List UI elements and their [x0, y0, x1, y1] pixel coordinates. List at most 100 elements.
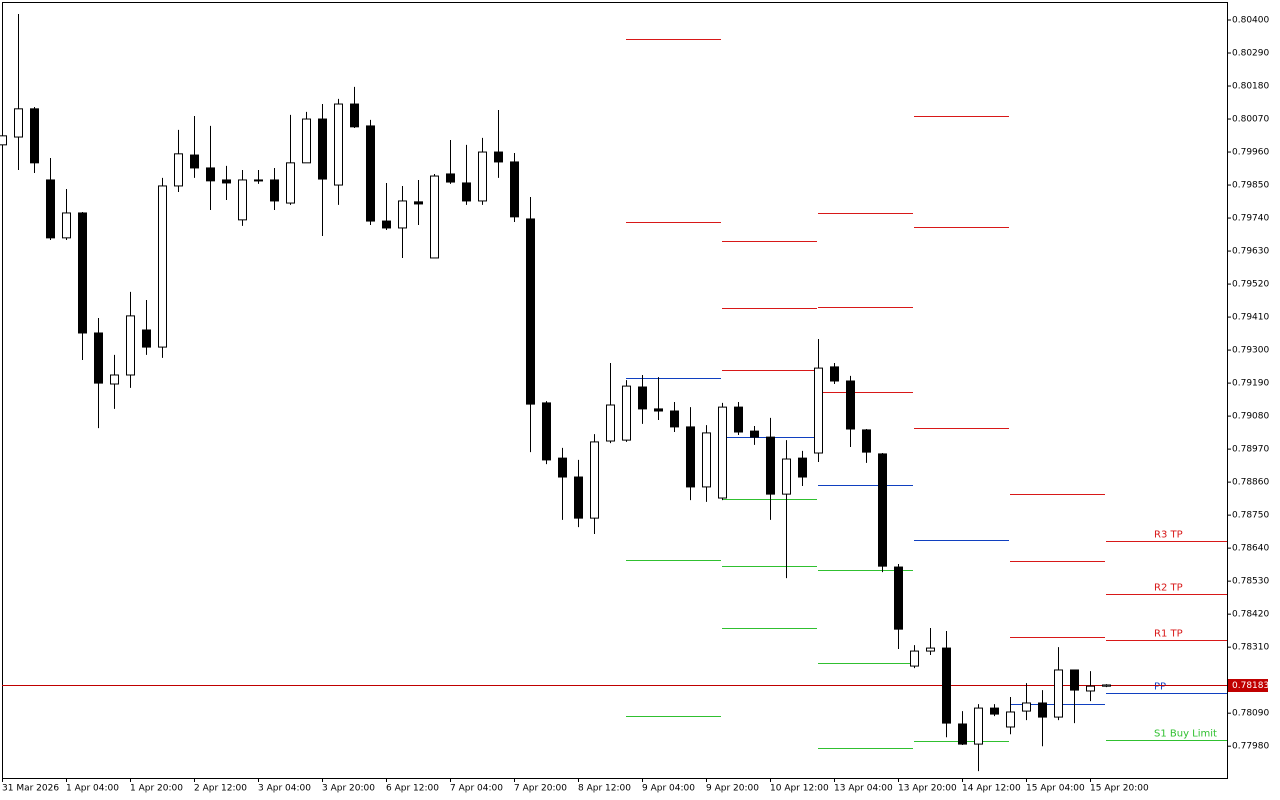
- candle-body: [222, 179, 231, 184]
- candle-body: [574, 476, 583, 519]
- candle-body: [990, 707, 999, 715]
- candle-body: [622, 385, 631, 441]
- candle-body: [1054, 669, 1063, 718]
- x-tick-label: 8 Apr 12:00: [578, 784, 631, 794]
- candle-body: [478, 151, 487, 202]
- candle-body: [718, 406, 727, 499]
- y-tick-label: 0.79740: [1232, 214, 1269, 224]
- candle-body: [590, 441, 599, 519]
- x-tick-label: 7 Apr 04:00: [450, 784, 503, 794]
- candle-body: [766, 436, 775, 495]
- pivot-label: R2 TP: [1154, 583, 1183, 594]
- y-tick-label: 0.78090: [1232, 709, 1269, 719]
- y-tick-label: 0.79080: [1232, 412, 1269, 422]
- candle-body: [398, 200, 407, 229]
- y-tick-label: 0.79300: [1232, 346, 1269, 356]
- x-tick-label: 15 Apr 20:00: [1090, 784, 1149, 794]
- candle-body: [366, 125, 375, 222]
- candle-body: [638, 386, 647, 410]
- x-tick-label: 3 Apr 20:00: [322, 784, 375, 794]
- candle-body: [270, 179, 279, 202]
- candle-body: [1038, 702, 1047, 718]
- candle-body: [0, 135, 7, 146]
- candle-body: [302, 118, 311, 164]
- y-tick-label: 0.78750: [1232, 511, 1269, 521]
- candle-body: [878, 453, 887, 567]
- candle-body: [158, 185, 167, 348]
- candle-body: [1022, 702, 1031, 712]
- y-tick-label: 0.79410: [1232, 313, 1269, 323]
- y-tick-label: 0.79960: [1232, 148, 1269, 158]
- candle-body: [526, 218, 535, 405]
- y-tick-label: 0.80400: [1232, 16, 1269, 26]
- current-price-box: [1228, 679, 1268, 692]
- candle-body: [14, 108, 23, 138]
- candle-body: [206, 167, 215, 182]
- candle-body: [318, 118, 327, 180]
- x-tick-label: 9 Apr 04:00: [642, 784, 695, 794]
- candle-body: [382, 220, 391, 229]
- x-tick-label: 7 Apr 20:00: [514, 784, 567, 794]
- candle-body: [286, 162, 295, 204]
- candle-body: [1070, 669, 1079, 691]
- x-tick-label: 10 Apr 12:00: [770, 784, 829, 794]
- candle-body: [334, 103, 343, 186]
- candle-body: [830, 366, 839, 382]
- y-tick-label: 0.78310: [1232, 643, 1269, 653]
- candle-body: [606, 404, 615, 442]
- x-tick-label: 13 Apr 20:00: [898, 784, 957, 794]
- candle-body: [958, 723, 967, 745]
- candle-body: [174, 153, 183, 187]
- candle-body: [126, 315, 135, 376]
- candle-body: [974, 707, 983, 745]
- y-tick-label: 0.77980: [1232, 742, 1269, 752]
- candle-body: [510, 161, 519, 218]
- candle-body: [78, 212, 87, 334]
- candle-body: [894, 566, 903, 630]
- y-tick-label: 0.79190: [1232, 379, 1269, 389]
- candle-body: [926, 647, 935, 652]
- candle-body: [46, 179, 55, 239]
- candle-body: [350, 103, 359, 128]
- y-tick-label: 0.78420: [1232, 610, 1269, 620]
- candle-body: [542, 402, 551, 461]
- candle-body: [30, 108, 39, 164]
- x-tick-label: 9 Apr 20:00: [706, 784, 759, 794]
- y-tick-label: 0.78970: [1232, 445, 1269, 455]
- y-tick-label: 0.80180: [1232, 82, 1269, 92]
- y-tick-label: 0.79850: [1232, 181, 1269, 191]
- candle-body: [910, 650, 919, 667]
- x-tick-label: 15 Apr 04:00: [1026, 784, 1085, 794]
- pivot-label: R3 TP: [1154, 530, 1183, 541]
- candle-body: [446, 173, 455, 183]
- candle-body: [654, 408, 663, 412]
- candle-body: [462, 182, 471, 202]
- candle-body: [750, 430, 759, 438]
- candle-body: [254, 179, 263, 182]
- candle-body: [942, 647, 951, 724]
- candle-body: [862, 429, 871, 453]
- candle-body: [734, 406, 743, 433]
- pivot-label: R1 TP: [1154, 629, 1183, 640]
- candle-body: [798, 457, 807, 478]
- y-tick-label: 0.79520: [1232, 280, 1269, 290]
- candle-body: [430, 175, 439, 259]
- candle-body: [238, 179, 247, 221]
- candle-body: [1086, 685, 1095, 692]
- candle-body: [142, 329, 151, 348]
- candle-body: [846, 380, 855, 430]
- x-tick-label: 1 Apr 04:00: [66, 784, 119, 794]
- candle-body: [110, 374, 119, 385]
- y-tick-label: 0.80290: [1232, 49, 1269, 59]
- candle-body: [190, 154, 199, 169]
- x-tick-label: 6 Apr 12:00: [386, 784, 439, 794]
- y-tick-label: 0.78640: [1232, 544, 1269, 554]
- x-tick-label: 13 Apr 04:00: [834, 784, 893, 794]
- x-tick-label: 31 Mar 2026: [2, 784, 59, 794]
- y-tick-label: 0.80070: [1232, 115, 1269, 125]
- candle-body: [558, 457, 567, 478]
- y-tick-label: 0.79630: [1232, 247, 1269, 257]
- candle-body: [814, 367, 823, 454]
- x-tick-label: 2 Apr 12:00: [194, 784, 247, 794]
